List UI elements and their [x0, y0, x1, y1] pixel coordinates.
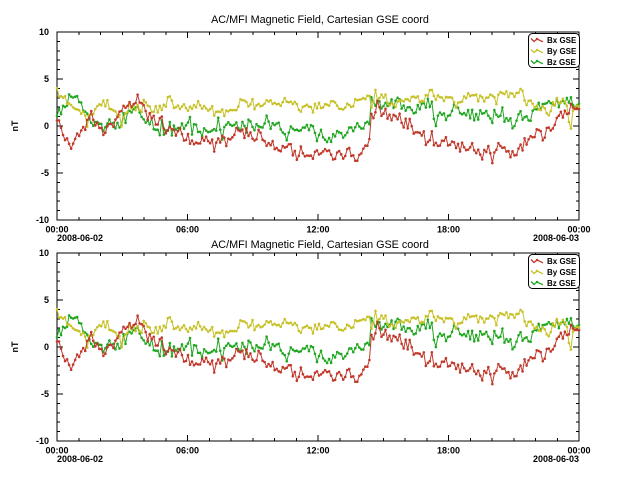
svg-text:06:00: 06:00: [176, 446, 199, 456]
svg-text:AC/MFI Magnetic Field, Cartes: AC/MFI Magnetic Field, Cartesian GSE coo…: [211, 239, 429, 251]
svg-text:10: 10: [39, 248, 49, 258]
svg-text:2008-06-03: 2008-06-03: [533, 233, 579, 243]
svg-text:By GSE: By GSE: [547, 47, 577, 56]
svg-text:AC/MFI Magnetic Field, Cartes: AC/MFI Magnetic Field, Cartesian GSE coo…: [211, 14, 429, 26]
svg-text:2008-06-02: 2008-06-02: [57, 454, 103, 464]
svg-text:Bx GSE: Bx GSE: [547, 36, 577, 45]
svg-text:12:00: 12:00: [306, 225, 329, 235]
svg-text:-5: -5: [41, 168, 49, 178]
svg-text:-10: -10: [36, 215, 49, 225]
svg-text:5: 5: [44, 295, 49, 305]
svg-text:06:00: 06:00: [176, 225, 199, 235]
svg-text:-10: -10: [36, 436, 49, 446]
svg-text:0: 0: [44, 121, 49, 131]
svg-text:nT: nT: [10, 120, 20, 131]
svg-text:2008-06-03: 2008-06-03: [533, 454, 579, 464]
svg-text:0: 0: [44, 342, 49, 352]
svg-text:2008-06-02: 2008-06-02: [57, 233, 103, 243]
svg-text:Bx GSE: Bx GSE: [547, 257, 577, 266]
svg-text:18:00: 18:00: [437, 225, 460, 235]
svg-text:18:00: 18:00: [437, 446, 460, 456]
svg-text:By GSE: By GSE: [547, 268, 577, 277]
svg-text:Bz GSE: Bz GSE: [547, 58, 577, 67]
svg-text:-5: -5: [41, 389, 49, 399]
svg-text:nT: nT: [10, 341, 20, 352]
svg-text:Bz GSE: Bz GSE: [547, 279, 577, 288]
svg-text:12:00: 12:00: [306, 446, 329, 456]
svg-text:10: 10: [39, 27, 49, 37]
svg-text:5: 5: [44, 74, 49, 84]
